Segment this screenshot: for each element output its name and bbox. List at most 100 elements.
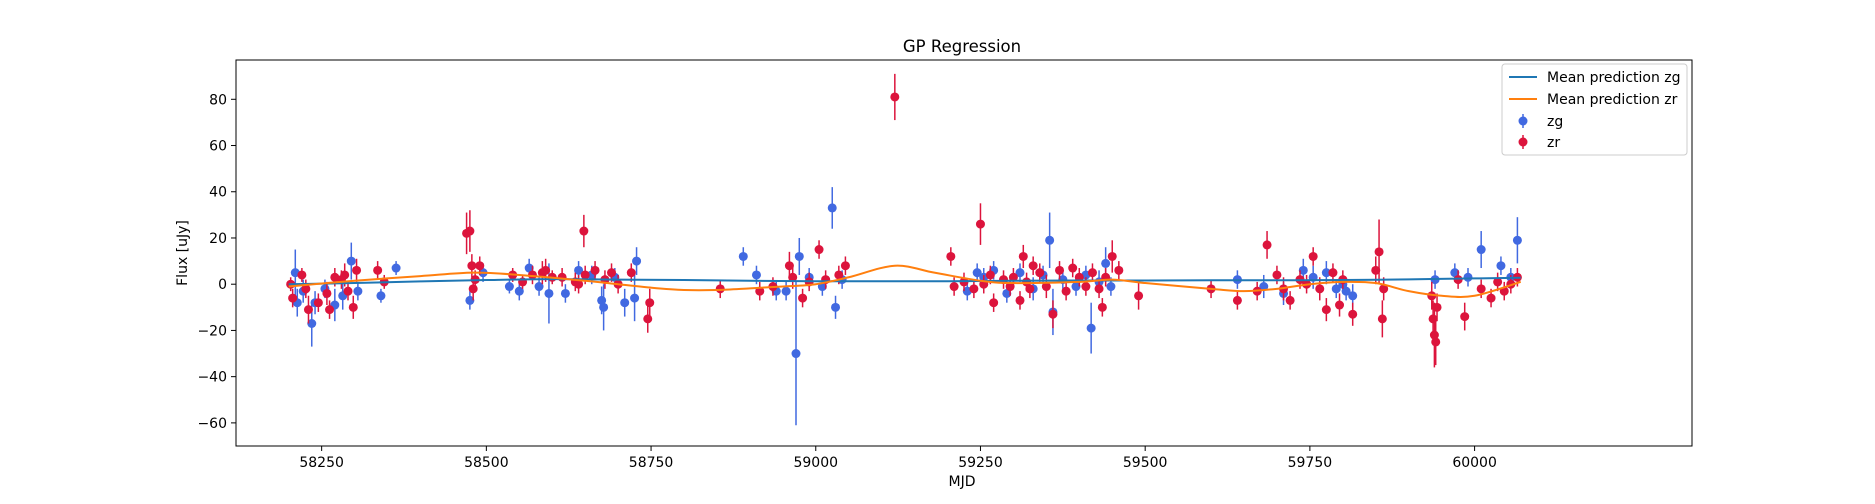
zr-point bbox=[373, 265, 383, 275]
zr-point bbox=[626, 268, 636, 278]
zr-point bbox=[541, 265, 551, 275]
zr-point bbox=[1328, 268, 1338, 278]
zr-point bbox=[527, 270, 537, 280]
zg-point bbox=[560, 288, 570, 298]
x-tick-label: 59250 bbox=[958, 455, 1003, 471]
y-tick-label: 20 bbox=[209, 231, 227, 247]
zr-point bbox=[1493, 277, 1503, 287]
zg-point bbox=[524, 263, 534, 273]
zr-point bbox=[579, 226, 589, 236]
zr-point bbox=[465, 226, 475, 236]
x-tick-label: 58750 bbox=[629, 455, 674, 471]
legend-box bbox=[1501, 63, 1688, 156]
zr-point bbox=[1321, 305, 1331, 315]
zr-point bbox=[788, 272, 798, 282]
zr-point bbox=[574, 279, 584, 289]
zr-point bbox=[1285, 295, 1295, 305]
zr-point bbox=[1081, 282, 1091, 292]
zr-point bbox=[1018, 251, 1028, 261]
mean-line-zr bbox=[288, 264, 1521, 298]
zr-point bbox=[322, 288, 332, 298]
zg-point bbox=[307, 318, 317, 328]
chart-title: GP Regression bbox=[903, 37, 1021, 56]
legend-label-zg: zg bbox=[1547, 114, 1563, 130]
zr-point bbox=[1041, 282, 1051, 292]
x-tick-label: 60000 bbox=[1452, 455, 1497, 471]
zr-point bbox=[340, 270, 350, 280]
zg-point bbox=[620, 298, 630, 308]
zr-point bbox=[1068, 263, 1078, 273]
y-tick-label: 80 bbox=[209, 92, 227, 108]
plot-content bbox=[286, 73, 1522, 426]
legend-swatch-zr-marker bbox=[1518, 137, 1528, 147]
zr-point bbox=[475, 261, 485, 271]
zg-point bbox=[376, 291, 386, 301]
y-tick-label: 40 bbox=[209, 185, 227, 201]
zr-point bbox=[1025, 284, 1035, 294]
y-axis: −60 −40 −20 0 20 40 60 80 bbox=[197, 92, 236, 432]
zg-point bbox=[1015, 268, 1025, 278]
zg-point bbox=[1298, 265, 1308, 275]
zr-point bbox=[1005, 282, 1015, 292]
zr-point bbox=[1035, 268, 1045, 278]
zr-point bbox=[1055, 265, 1065, 275]
zr-point bbox=[1048, 309, 1058, 319]
zr-point bbox=[1374, 247, 1384, 257]
zr-point bbox=[1476, 284, 1486, 294]
zr-point bbox=[1015, 295, 1025, 305]
zr-point bbox=[643, 314, 653, 324]
zg-point bbox=[1450, 268, 1460, 278]
zg-point bbox=[504, 282, 514, 292]
zr-point bbox=[313, 298, 323, 308]
zg-point bbox=[1002, 288, 1012, 298]
zg-point bbox=[794, 251, 804, 261]
zg-point bbox=[1496, 261, 1506, 271]
zg-point bbox=[738, 251, 748, 261]
legend-label-zr: zr bbox=[1547, 135, 1560, 151]
zr-point bbox=[468, 284, 478, 294]
zr-point bbox=[467, 261, 477, 271]
zr-point bbox=[352, 265, 362, 275]
zr-point bbox=[607, 268, 617, 278]
zr-point bbox=[1028, 261, 1038, 271]
zr-point bbox=[1486, 293, 1496, 303]
legend: Mean prediction zg Mean prediction zr zg… bbox=[1501, 63, 1688, 156]
zr-point bbox=[784, 261, 794, 271]
zr-point bbox=[303, 305, 313, 315]
y-tick-label: 0 bbox=[218, 277, 227, 293]
zg-point bbox=[514, 286, 524, 296]
zr-point bbox=[1377, 314, 1387, 324]
zg-point bbox=[972, 268, 982, 278]
zr-point bbox=[1308, 251, 1318, 261]
zg-point bbox=[1259, 282, 1269, 292]
zr-point bbox=[1432, 302, 1442, 312]
zr-point bbox=[1107, 251, 1117, 261]
zg-point bbox=[1045, 235, 1055, 245]
zr-point bbox=[1379, 284, 1389, 294]
zr-point bbox=[297, 270, 307, 280]
zr-point bbox=[1008, 272, 1018, 282]
zg-point bbox=[1463, 272, 1473, 282]
legend-label-mean-zg: Mean prediction zg bbox=[1547, 70, 1681, 86]
x-tick-label: 58500 bbox=[464, 455, 509, 471]
zr-point bbox=[946, 251, 956, 261]
zr-point bbox=[1348, 309, 1358, 319]
y-tick-label: −40 bbox=[197, 370, 227, 386]
zg-point bbox=[1106, 282, 1116, 292]
zg-point bbox=[1071, 282, 1081, 292]
zg-point bbox=[1512, 235, 1522, 245]
zg-point bbox=[827, 203, 837, 213]
zg-point bbox=[632, 256, 642, 266]
zg-point bbox=[1086, 323, 1096, 333]
zr-point bbox=[1335, 300, 1345, 310]
x-axis: 58250 58500 58750 59000 59250 59500 59750 60000 bbox=[299, 446, 1497, 471]
zr-point bbox=[1022, 277, 1032, 287]
zr-point bbox=[1262, 240, 1272, 250]
zr-point bbox=[1460, 312, 1470, 322]
legend-swatch-zg-marker bbox=[1518, 116, 1528, 126]
zr-point bbox=[1114, 265, 1124, 275]
zg-point bbox=[1348, 291, 1358, 301]
zr-point bbox=[1097, 302, 1107, 312]
plot-frame bbox=[235, 59, 1693, 447]
series-zr bbox=[286, 73, 1522, 368]
